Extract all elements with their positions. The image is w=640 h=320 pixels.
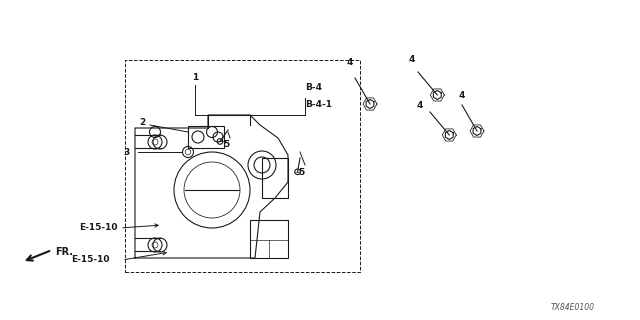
Text: 4: 4 bbox=[347, 58, 353, 67]
Text: 4: 4 bbox=[417, 101, 423, 110]
Text: 4: 4 bbox=[409, 55, 415, 64]
Bar bbox=[125, 60, 360, 272]
Text: 4: 4 bbox=[459, 91, 465, 100]
Text: B-4: B-4 bbox=[305, 83, 322, 92]
Text: E-15-10: E-15-10 bbox=[72, 255, 110, 265]
Bar bbox=[262, 158, 288, 198]
Text: 1: 1 bbox=[192, 73, 198, 82]
Bar bbox=[250, 220, 288, 258]
Text: B-4-1: B-4-1 bbox=[305, 100, 332, 109]
Bar bbox=[188, 126, 224, 148]
Text: 5: 5 bbox=[223, 140, 229, 149]
Text: E-15-10: E-15-10 bbox=[79, 223, 118, 233]
Text: TX84E0100: TX84E0100 bbox=[551, 303, 595, 312]
Text: 5: 5 bbox=[298, 168, 304, 177]
Text: 2: 2 bbox=[139, 117, 145, 126]
Text: FR.: FR. bbox=[55, 247, 73, 257]
Text: 3: 3 bbox=[124, 148, 130, 156]
